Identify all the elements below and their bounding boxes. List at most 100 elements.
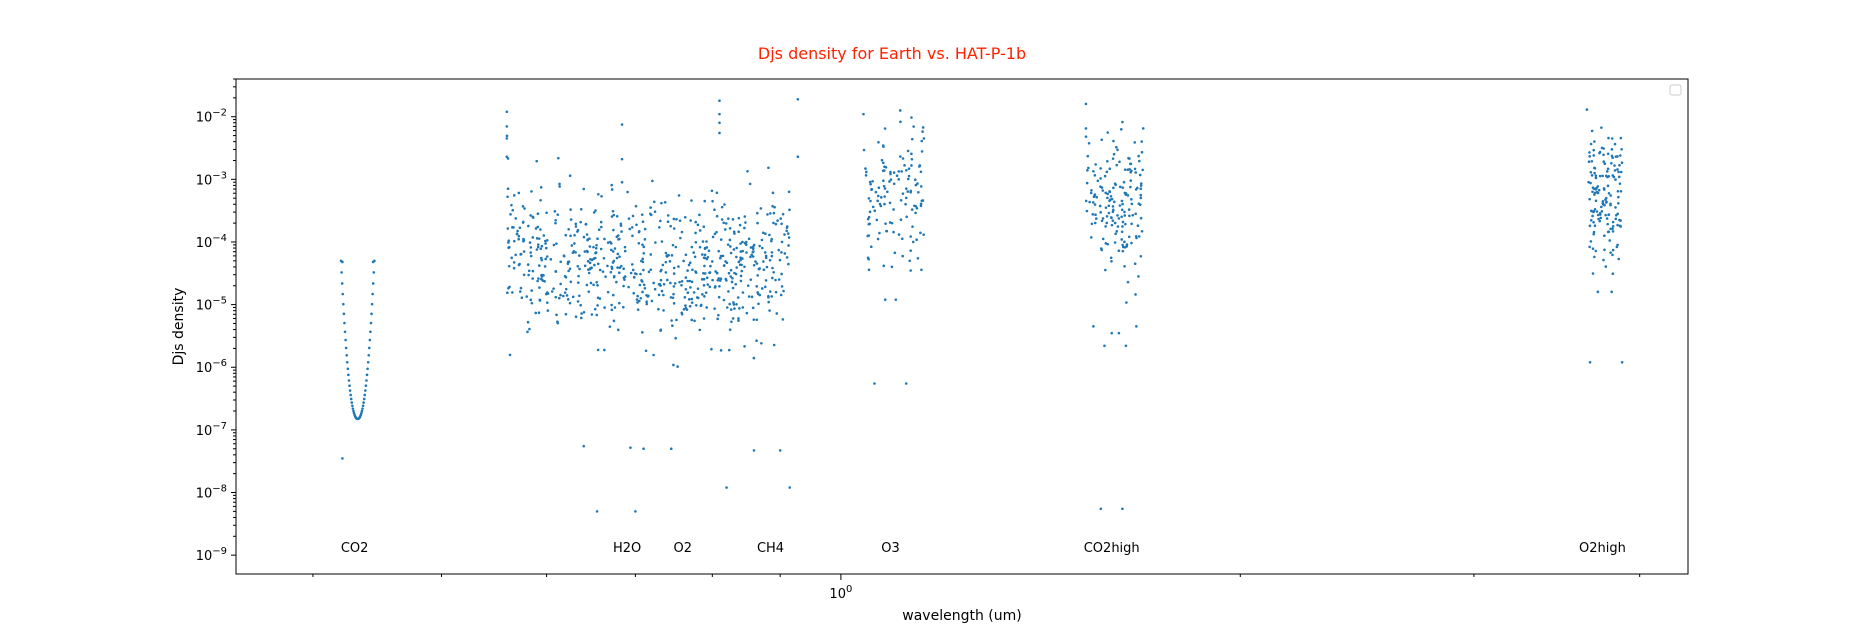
data-point	[714, 270, 717, 273]
data-point	[643, 227, 647, 231]
data-point	[557, 296, 561, 300]
data-point	[562, 294, 565, 298]
data-point	[562, 254, 566, 258]
data-point	[729, 308, 733, 311]
data-point	[688, 261, 692, 264]
data-point	[682, 259, 685, 263]
data-point	[780, 285, 784, 288]
data-point	[659, 328, 663, 332]
data-point	[1113, 200, 1116, 204]
data-point	[620, 180, 624, 184]
data-point	[787, 244, 790, 247]
data-point	[536, 212, 540, 216]
data-point	[1620, 147, 1623, 151]
data-point	[901, 237, 904, 241]
data-point	[774, 278, 777, 282]
data-point	[906, 177, 910, 181]
data-point	[1123, 240, 1126, 244]
data-point	[771, 191, 775, 195]
data-point	[1126, 168, 1130, 171]
data-point	[544, 246, 548, 250]
data-point	[717, 313, 720, 317]
data-point	[612, 228, 615, 232]
data-point	[731, 286, 735, 290]
data-point	[360, 409, 364, 413]
data-point	[641, 243, 644, 247]
data-point	[719, 238, 723, 241]
data-point	[669, 447, 673, 451]
data-point	[776, 219, 779, 222]
data-point	[1609, 202, 1612, 206]
data-point	[596, 296, 600, 300]
data-point	[568, 267, 572, 271]
data-point	[1611, 227, 1614, 231]
data-point	[1605, 217, 1609, 220]
data-point	[1084, 199, 1088, 203]
data-point	[1116, 214, 1119, 217]
data-point	[1127, 235, 1131, 239]
data-point	[534, 311, 538, 315]
data-point	[596, 262, 600, 266]
data-point	[1128, 162, 1132, 166]
data-point	[610, 265, 614, 269]
data-point	[611, 209, 615, 213]
data-point	[670, 319, 673, 322]
data-point	[768, 233, 771, 237]
data-point	[600, 194, 603, 198]
data-point	[530, 289, 534, 292]
data-point	[897, 233, 901, 236]
data-point	[348, 384, 351, 388]
data-point	[528, 241, 532, 244]
data-point	[1613, 169, 1617, 172]
data-point	[1592, 154, 1596, 157]
data-point	[751, 306, 755, 310]
data-point	[1618, 154, 1622, 157]
data-point	[1136, 224, 1140, 228]
data-point	[1137, 202, 1141, 205]
data-point	[718, 112, 721, 116]
data-point	[702, 277, 706, 281]
data-point	[1130, 169, 1133, 173]
data-point	[613, 306, 617, 309]
data-point	[1598, 211, 1602, 215]
data-point	[921, 126, 925, 129]
data-point	[1116, 225, 1120, 228]
data-point	[1618, 163, 1621, 167]
data-point	[526, 330, 529, 334]
legend-box	[1669, 84, 1682, 96]
data-point	[365, 379, 368, 382]
data-point	[920, 268, 923, 272]
data-point	[1591, 214, 1594, 218]
data-point	[783, 233, 786, 236]
data-point	[1617, 195, 1620, 199]
data-point	[760, 287, 764, 290]
data-point	[1099, 211, 1102, 214]
data-point	[1110, 223, 1114, 227]
data-point	[345, 360, 349, 364]
data-point	[684, 306, 688, 310]
data-point	[746, 170, 749, 173]
data-point	[1121, 120, 1124, 124]
data-point	[867, 268, 871, 272]
data-point	[718, 279, 722, 282]
data-point	[546, 309, 550, 312]
annotation-label: CO2high	[1084, 541, 1140, 556]
data-point	[365, 373, 369, 377]
data-point	[1611, 174, 1615, 177]
data-point	[630, 263, 634, 266]
data-point	[643, 238, 647, 241]
data-point	[579, 208, 583, 211]
data-point	[741, 249, 745, 253]
data-point	[904, 202, 907, 206]
data-point	[675, 217, 678, 221]
data-point	[1137, 235, 1141, 238]
data-point	[595, 510, 599, 513]
data-point	[1593, 171, 1596, 175]
data-point	[735, 302, 738, 306]
data-point	[1093, 174, 1097, 177]
data-point	[608, 325, 612, 328]
data-point	[1620, 360, 1624, 364]
data-point	[1093, 193, 1097, 196]
data-point	[627, 285, 630, 289]
data-point	[1113, 241, 1117, 244]
